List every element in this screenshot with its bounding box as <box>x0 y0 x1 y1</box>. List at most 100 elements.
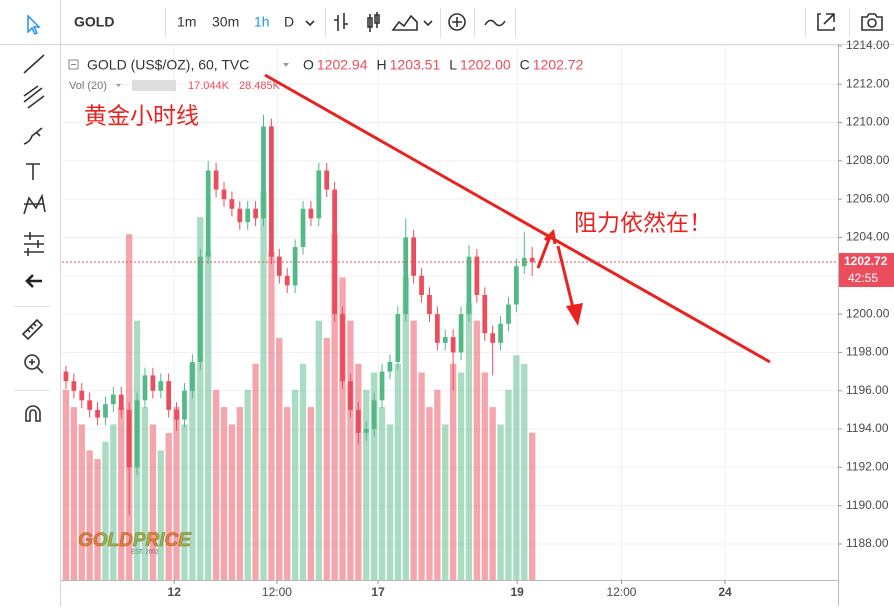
volume-bar <box>489 407 496 580</box>
volume-bar <box>442 424 449 580</box>
study-buttons[interactable] <box>132 80 176 91</box>
fullscreen-icon[interactable] <box>817 13 835 31</box>
interval[interactable]: 30m <box>212 14 239 30</box>
y-tick-label: 1210.00 <box>846 115 890 129</box>
y-tick-label: 1200.00 <box>846 306 890 320</box>
magnet-tool[interactable] <box>25 405 41 422</box>
candle-body <box>529 257 535 263</box>
volume-bar <box>291 389 299 580</box>
zoom-tool[interactable] <box>24 354 40 370</box>
indicators-icon[interactable] <box>448 13 466 31</box>
volume-bar <box>505 389 512 580</box>
candle-body <box>158 381 164 391</box>
volume-bar <box>339 277 346 580</box>
volume-bar <box>149 424 157 580</box>
camera-lens <box>867 18 877 28</box>
volume-bar <box>157 450 164 580</box>
x-tick-label: 19 <box>510 585 524 599</box>
candle-body <box>103 404 108 418</box>
volume-bar <box>189 363 196 580</box>
volume-bar <box>268 251 275 580</box>
x-tick-label: 17 <box>371 585 385 599</box>
fib-tool[interactable] <box>23 85 45 109</box>
x-tick-label: 12:00 <box>606 585 636 599</box>
measure-tool[interactable] <box>21 318 44 341</box>
candle-body <box>308 208 314 219</box>
dropdown-icon[interactable] <box>283 63 289 67</box>
y-tick-label: 1190.00 <box>846 498 889 512</box>
x-tick-label: 24 <box>718 585 732 599</box>
bars-icon[interactable] <box>334 13 348 31</box>
back-tool[interactable] <box>25 274 42 288</box>
candle-body <box>134 400 140 468</box>
interval[interactable]: 1m <box>177 14 196 30</box>
volume-bar <box>197 216 204 580</box>
candle-body <box>166 381 172 410</box>
interval-active[interactable]: 1h <box>254 14 270 30</box>
legend: GOLD (US$/OZ), 60, TVC O 1202.94 H 1203.51 L… <box>68 57 584 92</box>
text-tool[interactable] <box>26 163 40 180</box>
candle-body <box>182 390 187 420</box>
volume-bar <box>370 372 378 580</box>
volume-title: Vol (20) <box>69 80 107 92</box>
line-tool[interactable] <box>23 54 45 74</box>
candle-body <box>221 189 227 200</box>
candle-body <box>213 170 219 190</box>
volume-bar <box>426 407 433 580</box>
volume-bar <box>173 407 180 580</box>
volume-bar <box>465 303 473 580</box>
candle-body <box>237 208 243 223</box>
candles-icon[interactable] <box>367 12 380 32</box>
candle-body <box>427 294 432 315</box>
candle-body <box>197 256 203 362</box>
arrow-up[interactable] <box>536 233 553 269</box>
volume-bar <box>244 389 251 580</box>
candle-body <box>466 256 472 315</box>
candle-body <box>395 314 401 362</box>
top-toolbar: GOLD 1m 30m 1h D <box>74 8 883 38</box>
candle-body <box>450 337 456 353</box>
arrow-down[interactable] <box>556 245 577 317</box>
interval[interactable]: D <box>284 14 294 30</box>
volume-bar <box>236 407 243 580</box>
candle-body <box>474 256 480 295</box>
camera-icon[interactable] <box>861 13 883 31</box>
candle-body <box>514 266 519 305</box>
compare-icon[interactable] <box>484 19 506 27</box>
candle-body <box>442 337 448 343</box>
volume-bar <box>78 424 85 580</box>
candle-body <box>379 371 385 401</box>
dropdown-icon[interactable] <box>116 84 121 87</box>
ohlc-value: 1202.94 <box>317 57 368 73</box>
candle-body <box>521 257 527 267</box>
plot: GOLDPRICEEST. 2002 <box>62 44 838 580</box>
collapse-icon[interactable] <box>68 59 79 70</box>
ohlc-value: 1203.51 <box>390 57 441 73</box>
cursor-tool[interactable] <box>27 14 41 36</box>
ohlc-key: O <box>303 57 314 73</box>
volume-bar <box>457 372 465 580</box>
volume-bar <box>497 424 504 580</box>
dropdown-icon[interactable] <box>305 20 315 27</box>
candle-body <box>205 170 211 257</box>
volume-bar <box>386 424 394 580</box>
volume-bar <box>513 355 520 580</box>
candle-body <box>316 170 322 219</box>
candle-body <box>284 275 290 286</box>
symbol[interactable]: GOLD <box>74 14 114 30</box>
brush-tool[interactable] <box>23 127 43 145</box>
ohlc-key: H <box>377 57 387 73</box>
ohlc-key: L <box>449 57 457 73</box>
left-toolbar <box>14 14 50 422</box>
pattern-tool[interactable] <box>23 193 46 215</box>
candle-body <box>371 400 377 430</box>
candle-body <box>498 323 503 343</box>
prediction-tool[interactable] <box>24 232 44 256</box>
area-icon[interactable] <box>391 14 418 31</box>
trend-line[interactable] <box>264 73 771 364</box>
y-tick-label: 1196.00 <box>846 383 889 397</box>
dropdown-icon[interactable] <box>423 20 433 27</box>
y-tick-label: 1212.00 <box>846 76 890 90</box>
countdown: 42:55 <box>848 271 878 285</box>
candle-body <box>63 371 69 382</box>
